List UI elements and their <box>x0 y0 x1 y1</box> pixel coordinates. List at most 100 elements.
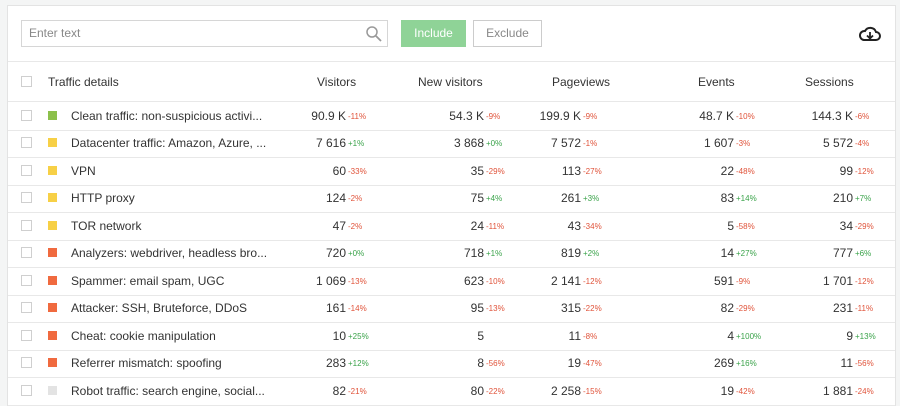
cell-value: 99 <box>839 163 853 178</box>
cell-change: +16% <box>736 359 757 369</box>
cell-change: -2% <box>348 221 363 231</box>
column-header: Traffic details <box>48 75 119 89</box>
checkbox[interactable] <box>21 137 32 149</box>
checkbox[interactable] <box>21 329 32 341</box>
cell-change: -56% <box>486 359 505 369</box>
divider <box>8 294 895 296</box>
cell-value: 54.3 K <box>449 108 484 123</box>
divider <box>8 239 895 241</box>
cell-change: -14% <box>348 304 367 314</box>
search-input[interactable]: Enter text <box>21 20 388 47</box>
cell-value: 22 <box>720 163 734 178</box>
checkbox[interactable] <box>21 274 32 286</box>
category-color <box>48 165 57 175</box>
row-label: Datacenter traffic: Amazon, Azure, ... <box>71 136 267 151</box>
cell-change: -10% <box>486 276 505 286</box>
cell-value: 210 <box>832 191 853 206</box>
cell-value: 7 616 <box>315 136 346 151</box>
checkbox[interactable] <box>21 384 32 396</box>
cell-change: -8% <box>583 331 598 341</box>
checkbox[interactable] <box>21 357 32 369</box>
cell-value: 2 258 <box>550 383 581 398</box>
cell-change: -12% <box>855 276 874 286</box>
cell-value: 777 <box>832 246 853 261</box>
row-label: HTTP proxy <box>71 191 135 206</box>
cell-value: 82 <box>332 383 346 398</box>
cell-value: 269 <box>713 356 734 371</box>
category-color <box>48 385 57 395</box>
checkbox[interactable] <box>21 192 32 204</box>
cell-value: 718 <box>463 246 484 261</box>
cell-value: 95 <box>470 301 484 316</box>
cell-change: -29% <box>736 304 755 314</box>
checkbox[interactable] <box>21 219 32 231</box>
checkbox[interactable] <box>21 164 32 176</box>
download-icon[interactable] <box>859 25 881 43</box>
cell-value: 1 069 <box>315 273 346 288</box>
category-color <box>48 330 57 340</box>
row-label: Robot traffic: search engine, social... <box>71 383 265 398</box>
cell-change: -1% <box>583 139 598 149</box>
cell-change: -47% <box>583 359 602 369</box>
cell-change: +0% <box>348 249 365 259</box>
cell-change: -6% <box>855 111 870 121</box>
cell-value: 7 572 <box>550 136 581 151</box>
cell-value: 35 <box>470 163 484 178</box>
cell-value: 19 <box>567 356 581 371</box>
category-color <box>48 248 57 258</box>
divider <box>8 212 895 213</box>
cell-change: +25% <box>348 331 369 341</box>
cell-change: +13% <box>855 331 876 341</box>
cell-change: -11% <box>486 221 505 231</box>
cell-value: 75 <box>470 191 484 206</box>
cell-value: 3 868 <box>453 136 484 151</box>
cell-value: 48.7 K <box>699 108 734 123</box>
checkbox[interactable] <box>21 76 32 87</box>
column-header: New visitors <box>418 75 483 89</box>
cell-value: 43 <box>567 218 581 233</box>
cell-value: 8 <box>477 356 484 371</box>
row-label: Attacker: SSH, Bruteforce, DDoS <box>71 301 248 316</box>
cell-value: 83 <box>720 191 734 206</box>
cell-value: 90.9 K <box>311 108 346 123</box>
cell-value: 124 <box>325 191 346 206</box>
cell-change: -29% <box>486 166 505 176</box>
divider <box>8 184 895 186</box>
cell-change: +6% <box>855 249 872 259</box>
cell-value: 80 <box>470 383 484 398</box>
cell-value: 113 <box>561 163 581 178</box>
divider <box>8 349 895 351</box>
cell-value: 10 <box>332 328 346 343</box>
cell-change: -13% <box>486 304 505 314</box>
checkbox[interactable] <box>21 247 32 259</box>
cell-change: +0% <box>486 139 503 149</box>
exclude-button[interactable]: Exclude <box>473 20 542 47</box>
divider <box>8 377 895 378</box>
cell-value: 591 <box>713 273 734 288</box>
row-label: Cheat: cookie manipulation <box>71 328 216 343</box>
cell-value: 819 <box>560 246 581 261</box>
divider <box>8 157 895 158</box>
checkbox[interactable] <box>21 109 32 121</box>
checkbox[interactable] <box>21 302 32 314</box>
cell-change: -9% <box>736 276 751 286</box>
cell-change: -13% <box>348 276 367 286</box>
column-header: Visitors <box>317 75 357 89</box>
cell-value: 4 <box>727 328 734 343</box>
column-header: Pageviews <box>552 75 611 89</box>
cell-value: 19 <box>720 383 734 398</box>
cell-value: 9 <box>846 328 853 343</box>
cell-value: 5 <box>727 218 734 233</box>
cell-change: +27% <box>736 249 757 259</box>
cell-value: 231 <box>832 301 853 316</box>
cell-value: 2 141 <box>550 273 581 288</box>
search-icon[interactable] <box>365 25 383 43</box>
cell-value: 315 <box>560 301 581 316</box>
cell-value: 199.9 K <box>539 108 581 123</box>
category-color <box>48 303 57 313</box>
cell-change: -29% <box>855 221 874 231</box>
panel: Enter text Include Exclude Traffic detai… <box>7 5 896 406</box>
cell-change: +4% <box>486 194 503 204</box>
include-button[interactable]: Include <box>401 20 466 47</box>
cell-change: -10% <box>736 111 755 121</box>
